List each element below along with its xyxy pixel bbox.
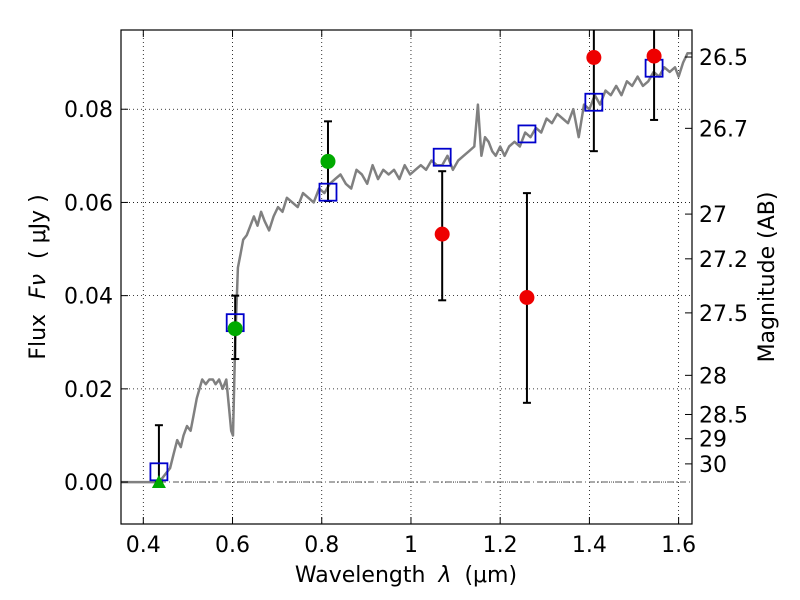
y-axis-ticks: 0.00 0.02 0.04 0.06 0.08 — [64, 98, 128, 496]
x-tick-label: 1.2 — [483, 533, 518, 558]
y-tick-label: 0.08 — [64, 98, 113, 123]
x-tick-label: 0.4 — [126, 533, 161, 558]
observed-upper-limit-marker — [151, 475, 166, 489]
grid — [121, 30, 692, 524]
model-photometry-markers — [149, 58, 664, 482]
observed-flux-marker — [586, 49, 602, 65]
plot-frame — [120, 29, 693, 525]
magnitude-tick-label: 27 — [699, 203, 727, 228]
observed-flux-marker — [227, 321, 243, 337]
x-tick-label: 1.6 — [661, 533, 696, 558]
observed-photometry-markers — [151, 48, 662, 489]
observed-flux-marker — [434, 226, 450, 242]
observed-flux-marker — [646, 48, 662, 64]
y-tick-label: 0.00 — [64, 471, 113, 496]
x-tick-label: 1.4 — [572, 533, 607, 558]
magnitude-tick-label: 27.2 — [699, 248, 748, 273]
observed-flux-marker — [519, 290, 535, 306]
x-axis-ticks: 0.4 0.6 0.8 1 1.2 1.4 1.6 — [126, 30, 696, 558]
x-tick-label: 0.6 — [215, 533, 250, 558]
x-tick-label: 0.8 — [304, 533, 339, 558]
magnitude-tick-label: 30 — [699, 453, 727, 478]
magnitude-tick-label: 28.5 — [699, 403, 748, 428]
magnitude-tick-label: 26.5 — [699, 46, 748, 71]
x-axis-label: Wavelength λ (μm) — [295, 563, 517, 588]
sed-model-line — [121, 52, 692, 484]
model-photometry-square — [584, 92, 604, 112]
observed-flux-marker — [320, 153, 336, 169]
y-tick-label: 0.06 — [64, 191, 113, 216]
model-photometry-square — [517, 124, 537, 144]
x-tick-label: 1 — [404, 533, 418, 558]
magnitude-tick-label: 27.5 — [699, 302, 748, 327]
magnitude-tick-label: 29 — [699, 428, 727, 453]
y-axis-label: Flux Fν ( μJy ) — [26, 194, 51, 359]
y-tick-label: 0.04 — [64, 285, 113, 310]
model-photometry-square — [318, 182, 338, 202]
y-tick-label: 0.02 — [64, 378, 113, 403]
magnitude-axis-label: Magnitude (AB) — [755, 192, 780, 363]
magnitude-tick-label: 26.7 — [699, 117, 748, 142]
magnitude-tick-label: 28 — [699, 364, 727, 389]
model-photometry-square — [432, 147, 452, 167]
